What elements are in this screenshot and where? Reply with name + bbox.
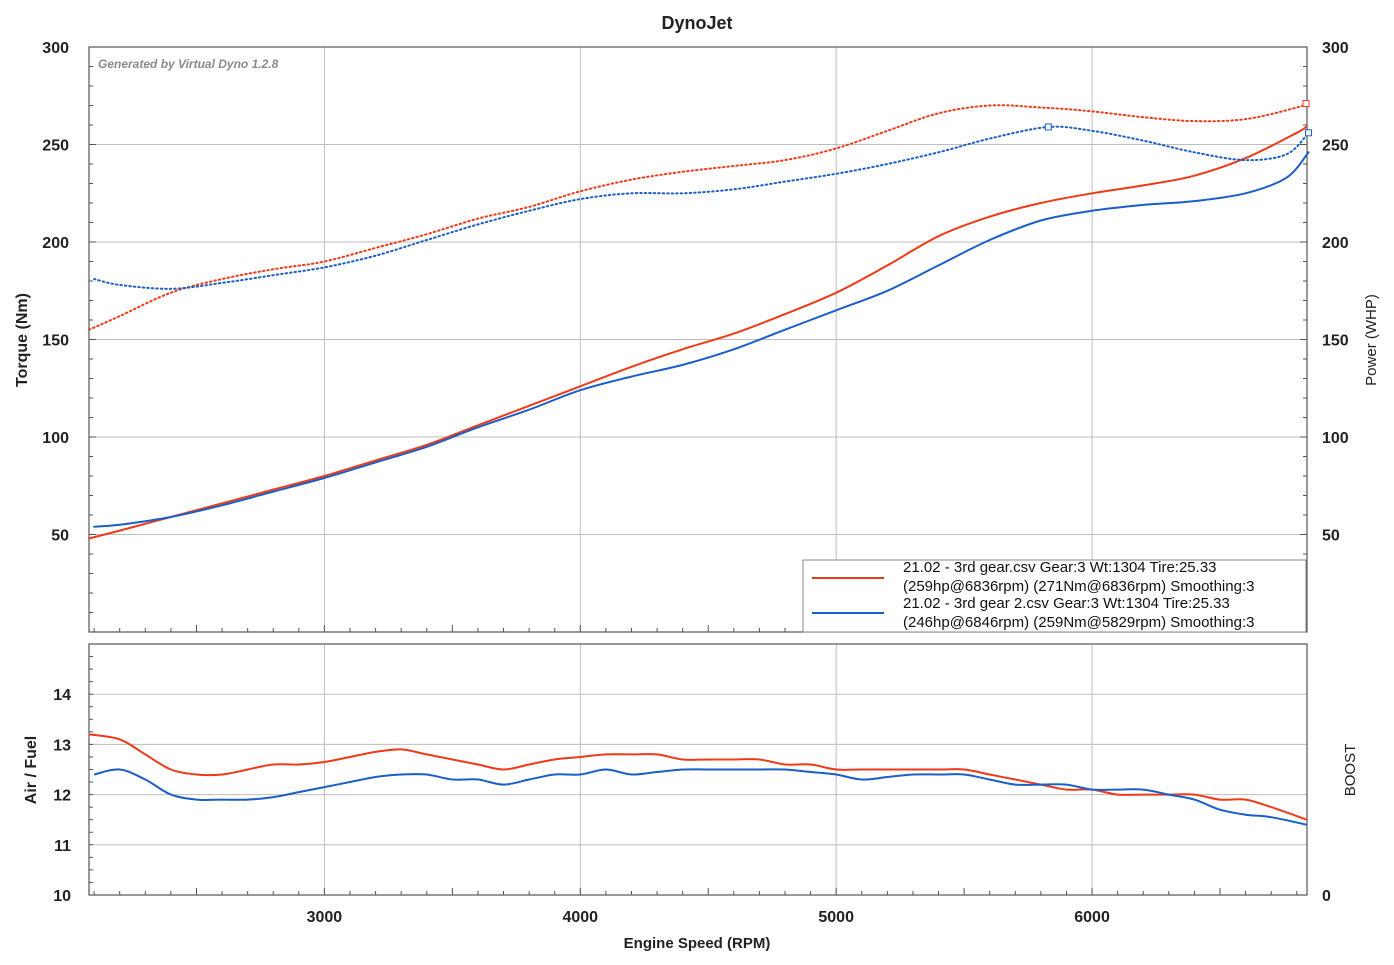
afr-tick-13: 13 xyxy=(53,737,71,754)
boost-axis-label: BOOST xyxy=(1342,744,1359,797)
top-plot-series xyxy=(88,102,1310,540)
legend-run2-line2: (246hp@6846rpm) (259Nm@5829rpm) Smoothin… xyxy=(903,614,1254,631)
rpm-tick-5000: 5000 xyxy=(818,909,854,926)
torque-tick-50: 50 xyxy=(51,528,69,545)
torque-tick-labels: 50 100 150 200 250 300 xyxy=(42,40,69,545)
power-tick-100: 100 xyxy=(1322,430,1349,447)
power-tick-150: 150 xyxy=(1322,333,1349,350)
power-tick-50: 50 xyxy=(1322,528,1340,545)
afr-tick-10: 10 xyxy=(53,888,71,905)
afr-line-run2 xyxy=(93,768,1308,826)
chart-title: DynoJet xyxy=(661,13,732,33)
torque-tick-250: 250 xyxy=(42,138,69,155)
power-tick-labels: 50 100 150 200 250 300 xyxy=(1322,40,1349,545)
rpm-axis-label: Engine Speed (RPM) xyxy=(624,935,771,952)
legend-run1-line1: 21.02 - 3rd gear.csv Gear:3 Wt:1304 Tire… xyxy=(903,559,1217,576)
power-axis-label: Power (WHP) xyxy=(1363,294,1380,386)
rpm-tick-4000: 4000 xyxy=(562,909,598,926)
torque-axis-label: Torque (Nm) xyxy=(14,293,31,387)
boost-tick-label: 0 xyxy=(1322,888,1331,905)
afr-tick-14: 14 xyxy=(53,687,71,704)
peak-marker-2 xyxy=(1302,100,1310,108)
peak-marker-3 xyxy=(1044,123,1052,131)
torque-tick-300: 300 xyxy=(42,40,69,57)
end-marker-3 xyxy=(1305,129,1313,137)
afr-tick-11: 11 xyxy=(54,838,71,855)
top-plot-minor-ticks xyxy=(89,66,1307,632)
legend-run2-line1: 21.02 - 3rd gear 2.csv Gear:3 Wt:1304 Ti… xyxy=(903,595,1230,612)
afr-plot-gridlines xyxy=(89,644,1307,895)
rpm-tick-labels: 3000 4000 5000 6000 xyxy=(307,909,1110,926)
torque-line-run2 xyxy=(93,125,1310,290)
afr-plot-minor-ticks xyxy=(89,656,1298,895)
power-line-run1 xyxy=(88,126,1307,540)
afr-tick-12: 12 xyxy=(53,788,71,805)
afr-plot-series xyxy=(88,733,1308,826)
afr-tick-labels: 10 11 12 13 14 xyxy=(53,687,71,905)
rpm-tick-6000: 6000 xyxy=(1074,909,1110,926)
torque-tick-150: 150 xyxy=(42,333,69,350)
power-tick-200: 200 xyxy=(1322,235,1349,252)
torque-tick-200: 200 xyxy=(42,235,69,252)
afr-axis-label: Air / Fuel xyxy=(23,736,40,804)
power-line-run2 xyxy=(93,151,1310,528)
legend-box xyxy=(802,559,1307,633)
power-tick-250: 250 xyxy=(1322,138,1349,155)
afr-line-run1 xyxy=(88,733,1308,821)
peak-markers xyxy=(1044,100,1313,137)
legend: 21.02 - 3rd gear.csv Gear:3 Wt:1304 Tire… xyxy=(802,559,1307,633)
torque-line-run1 xyxy=(88,102,1307,331)
power-tick-300: 300 xyxy=(1322,40,1349,57)
rpm-tick-3000: 3000 xyxy=(307,909,343,926)
legend-run1-line2: (259hp@6836rpm) (271Nm@6836rpm) Smoothin… xyxy=(903,578,1254,595)
torque-tick-100: 100 xyxy=(42,430,69,447)
watermark: Generated by Virtual Dyno 1.2.8 xyxy=(98,57,279,71)
top-plot-gridlines xyxy=(89,47,1307,632)
